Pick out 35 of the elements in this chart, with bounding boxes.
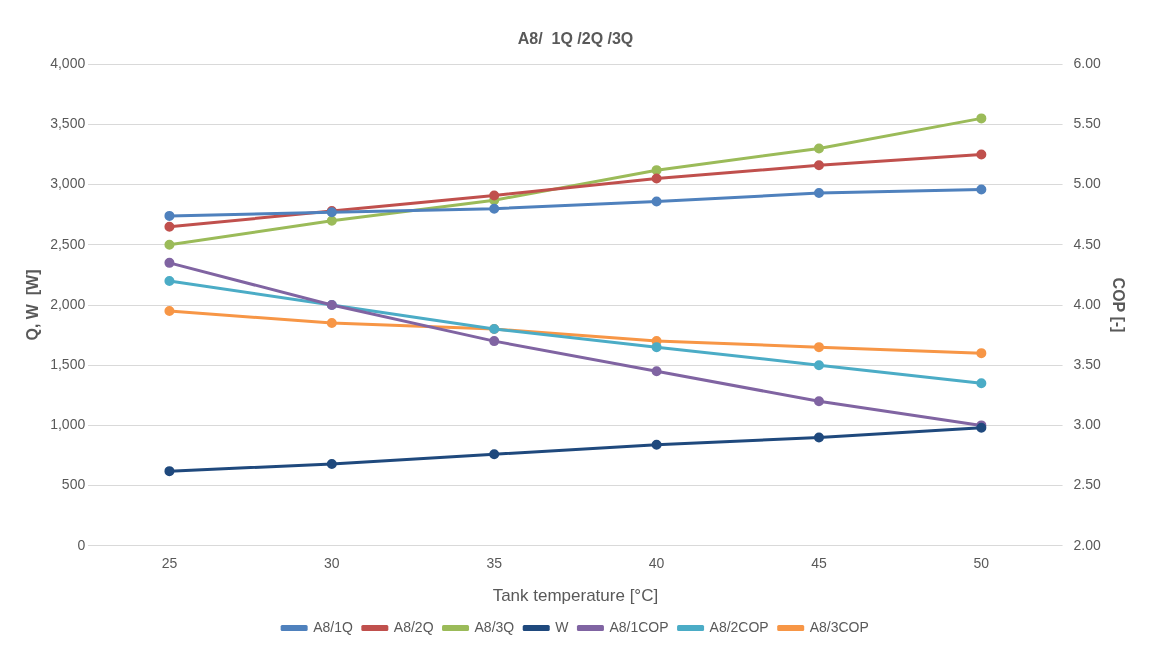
legend-label: A8/2Q <box>393 618 434 635</box>
y-axis-title: Q, W [W] <box>24 269 42 341</box>
y2-tick-label: 5.00 <box>1073 175 1102 192</box>
x-tick-label: 40 <box>648 555 665 572</box>
x-tick-label: 35 <box>486 555 503 572</box>
y-tick-label: 3,000 <box>50 175 86 192</box>
legend-label: A8/3COP <box>809 618 869 635</box>
x-tick-label: 25 <box>161 555 178 572</box>
y-tick-label: 0 <box>77 536 86 553</box>
legend-label: W <box>555 618 570 635</box>
y2-tick-label: 4.00 <box>1073 295 1102 312</box>
legend-label: A8/3Q <box>474 618 515 635</box>
y-tick-label: 4,000 <box>50 55 86 72</box>
y2-tick-label: 6.00 <box>1073 55 1102 72</box>
x-tick-label: 45 <box>811 555 827 572</box>
y2-tick-label: 2.50 <box>1073 476 1102 493</box>
y2-tick-label: 3.00 <box>1073 416 1102 433</box>
y-tick-label: 1,500 <box>50 356 86 373</box>
y2-tick-label: 4.50 <box>1073 235 1102 252</box>
y2-tick-label: 3.50 <box>1073 356 1102 373</box>
legend-label: A8/1COP <box>609 618 669 635</box>
chart-title: A8/ 1Q /2Q /3Q <box>517 30 634 48</box>
x-axis-title: Tank temperature [°C] <box>492 586 659 606</box>
legend-label: A8/1Q <box>313 618 353 635</box>
x-tick-label: 30 <box>324 555 340 572</box>
y-tick-label: 500 <box>61 476 86 493</box>
x-tick-label: 50 <box>973 555 990 572</box>
y-tick-label: 2,500 <box>50 235 86 252</box>
y2-tick-label: 2.00 <box>1073 536 1102 553</box>
y-tick-label: 3,500 <box>50 115 86 132</box>
y-tick-label: 2,000 <box>50 295 86 312</box>
y2-axis-title: COP [-] <box>1109 277 1127 333</box>
y2-tick-label: 5.50 <box>1073 115 1102 132</box>
y-tick-label: 1,000 <box>50 416 86 433</box>
legend-label: A8/2COP <box>709 618 769 635</box>
